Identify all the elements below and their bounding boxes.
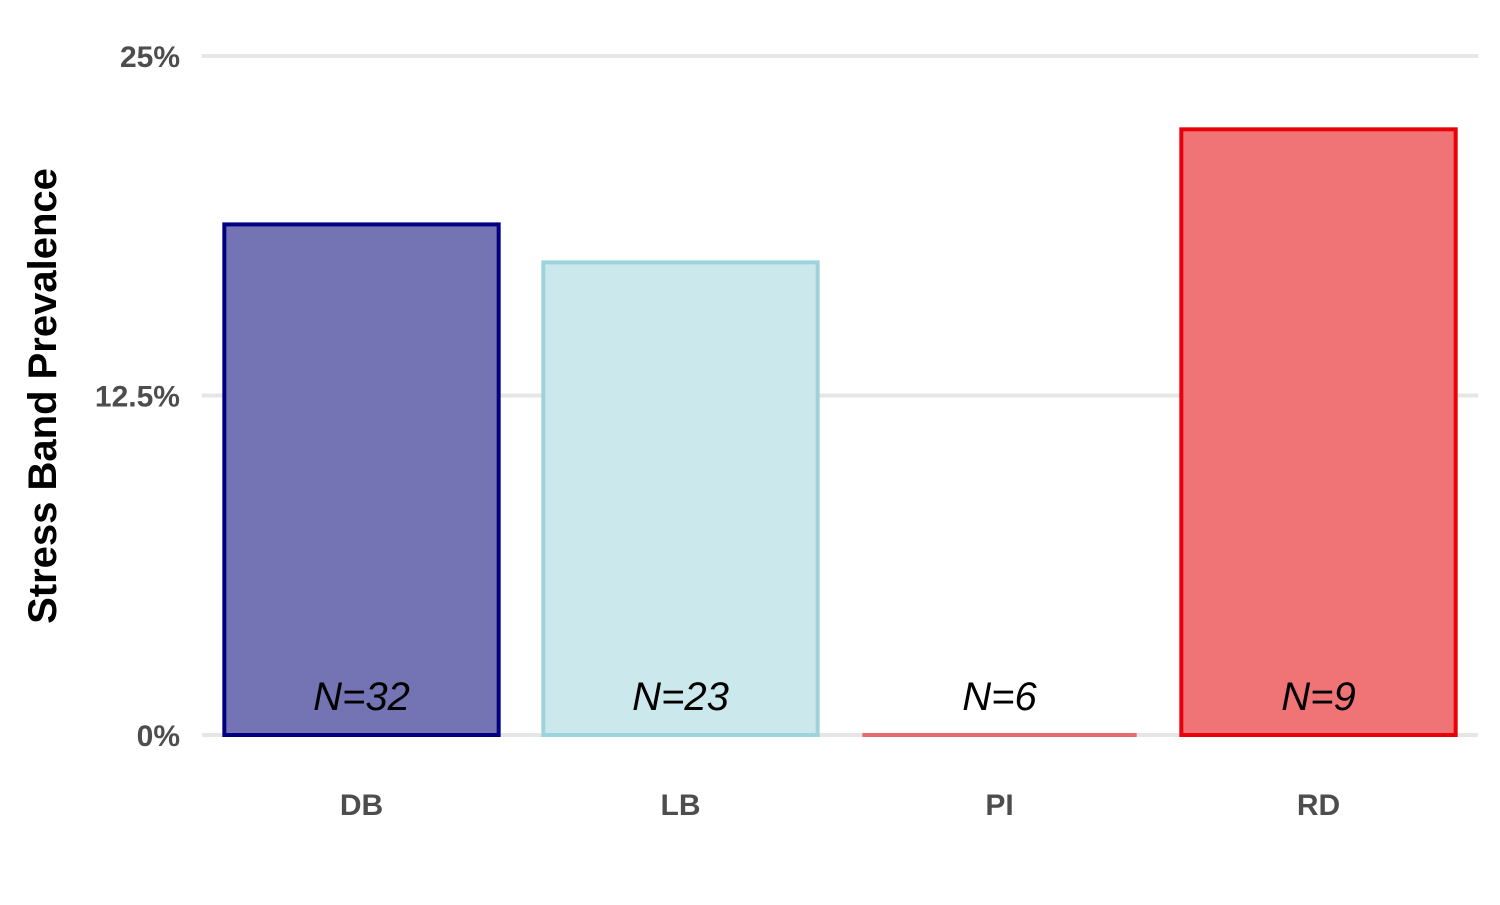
y-axis-title: Stress Band Prevalence — [21, 168, 65, 624]
x-tick-label: RD — [1297, 789, 1340, 822]
x-axis-ticks: DB LB PI RD — [340, 789, 1340, 822]
y-tick-label: 25% — [120, 41, 180, 74]
bar-label: N=23 — [632, 675, 729, 719]
y-axis-ticks: 0% 12.5% 25% — [95, 41, 180, 753]
bar — [222, 222, 501, 737]
x-tick-label: DB — [340, 789, 383, 822]
bar — [541, 260, 820, 737]
bars — [222, 127, 1458, 738]
x-tick-label: LB — [661, 789, 701, 822]
bar-labels: N=32 N=23 N=6 N=9 — [313, 675, 1356, 719]
bar — [1179, 127, 1458, 738]
y-tick-label: 0% — [137, 720, 180, 753]
bar-label: N=32 — [313, 675, 410, 719]
bar-label: N=6 — [962, 675, 1037, 719]
x-tick-label: PI — [985, 789, 1013, 822]
y-tick-label: 12.5% — [95, 381, 180, 414]
bar-label: N=9 — [1281, 675, 1356, 719]
